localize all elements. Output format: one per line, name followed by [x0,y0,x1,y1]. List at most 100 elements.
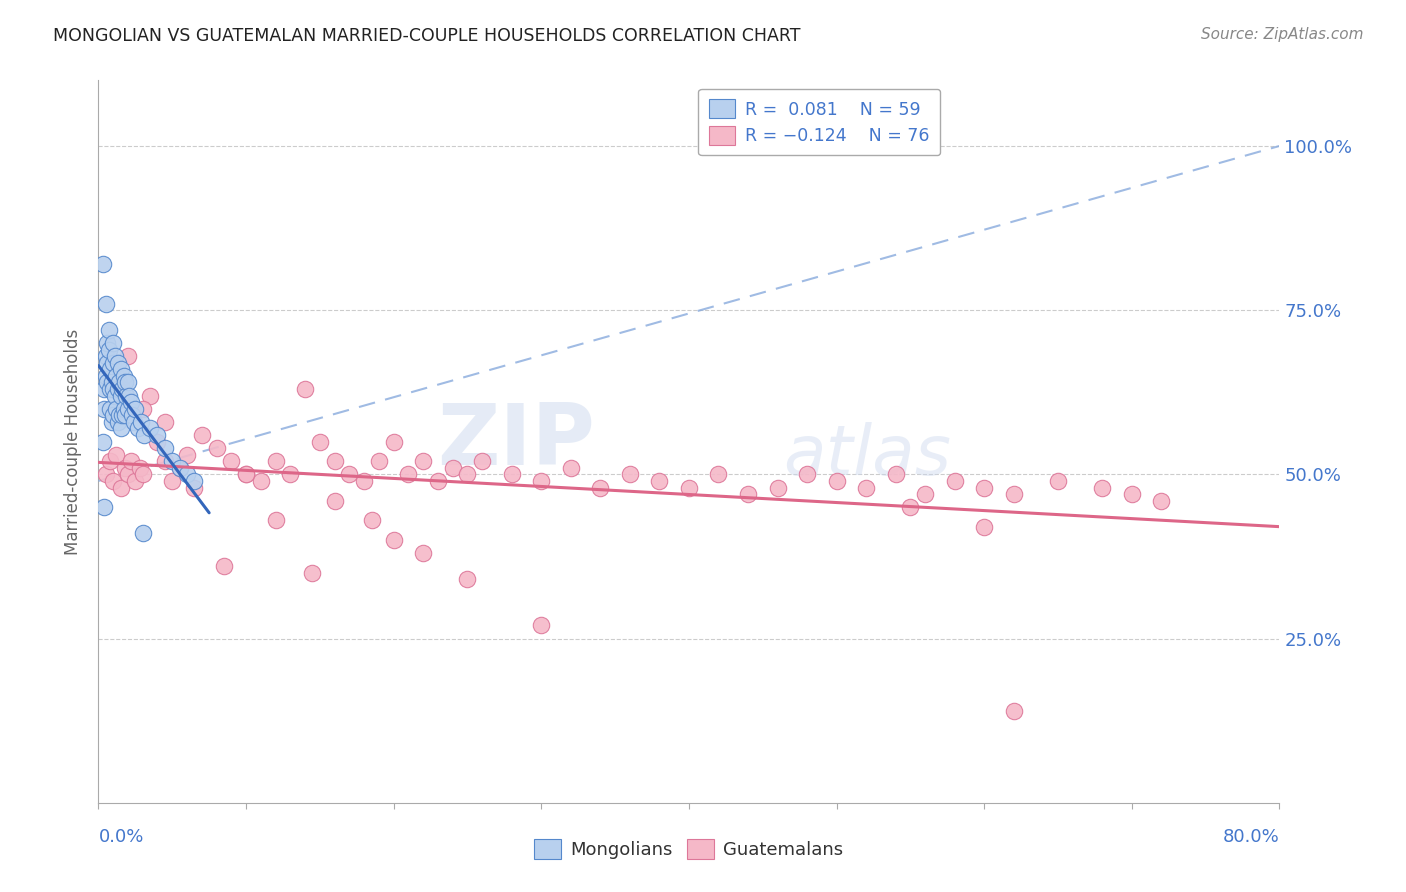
Point [501,467,523,482]
Point [94,368,117,383]
Text: atlas: atlas [783,423,952,490]
Point [235,467,257,482]
Point [648,474,671,488]
Point [169,460,191,475]
Text: 80.0%: 80.0% [1223,828,1279,846]
Point [124,401,146,416]
Point [825,474,848,488]
Point [1091,481,1114,495]
Point [132,467,155,482]
Point [108,409,131,423]
Point [128,460,150,475]
Point [294,382,316,396]
Point [96,376,118,390]
Point [360,513,382,527]
Point [132,526,155,541]
Y-axis label: Married-couple Households: Married-couple Households [65,328,83,555]
Point [162,474,183,488]
Point [103,474,125,488]
Point [619,467,641,482]
Point [855,481,877,495]
Point [205,441,228,455]
Point [183,481,205,495]
Point [107,356,129,370]
Point [943,474,966,488]
Point [132,401,155,416]
Point [98,454,121,468]
Point [530,474,553,488]
Point [112,401,135,416]
Point [382,533,405,547]
Point [973,520,995,534]
Text: ZIP: ZIP [437,400,595,483]
Point [107,382,129,396]
Point [93,401,115,416]
Point [1002,487,1025,501]
Text: 0.0%: 0.0% [98,828,143,846]
Point [900,500,922,515]
Point [309,434,332,449]
Point [104,388,127,402]
Point [264,513,287,527]
Point [94,467,117,482]
Point [94,296,117,310]
Point [560,460,582,475]
Point [796,467,818,482]
Point [100,415,122,429]
Point [427,474,450,488]
Point [457,467,479,482]
Point [93,500,115,515]
Point [114,376,136,390]
Point [114,460,136,475]
Point [914,487,936,501]
Point [183,474,205,488]
Point [221,454,243,468]
Point [176,448,198,462]
Point [103,382,125,396]
Point [93,382,115,396]
Point [104,349,127,363]
Point [280,467,302,482]
Point [323,454,346,468]
Point [766,481,789,495]
Point [153,441,176,455]
Point [117,376,139,390]
Point [339,467,361,482]
Point [121,409,143,423]
Point [129,415,152,429]
Point [139,388,162,402]
Point [110,481,132,495]
Point [98,382,121,396]
Point [1047,474,1070,488]
Point [111,409,134,423]
Point [105,368,128,383]
Point [96,336,118,351]
Point [115,388,138,402]
Point [107,415,129,429]
Point [353,474,375,488]
Point [117,349,139,363]
Point [97,323,120,337]
Point [105,401,128,416]
Point [382,434,405,449]
Point [737,487,759,501]
Point [103,409,125,423]
Legend: Mongolians, Guatemalans: Mongolians, Guatemalans [527,831,851,866]
Point [323,493,346,508]
Point [153,415,176,429]
Point [412,546,434,560]
Point [398,467,420,482]
Point [122,415,145,429]
Point [103,356,125,370]
Point [264,454,287,468]
Point [1121,487,1143,501]
Point [169,460,191,475]
Point [153,454,176,468]
Point [707,467,730,482]
Point [301,566,323,580]
Point [105,448,128,462]
Point [678,481,700,495]
Point [1150,493,1173,508]
Point [124,474,146,488]
Point [112,368,135,383]
